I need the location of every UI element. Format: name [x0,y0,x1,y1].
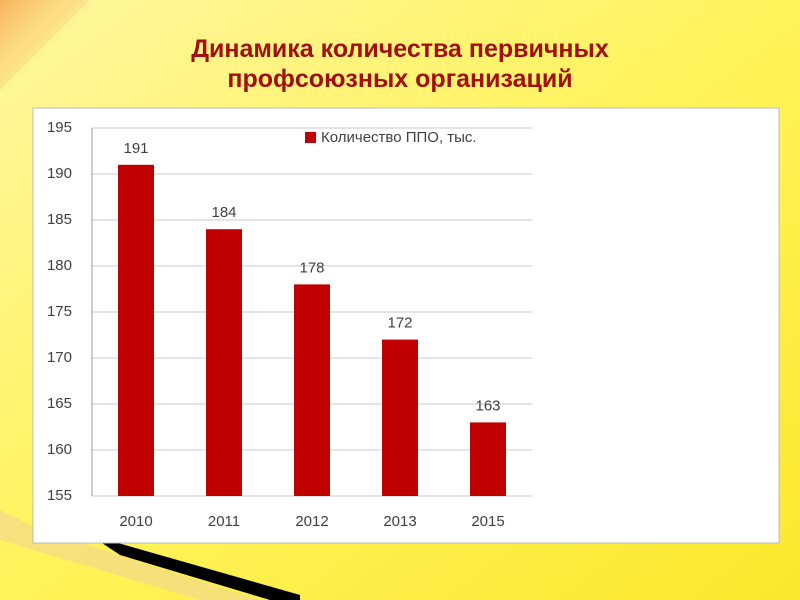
y-tick-label: 155 [47,487,72,504]
x-tick-label: 2010 [119,513,152,530]
bar [294,284,330,496]
x-tick-label: 2015 [471,513,504,530]
bar [382,339,418,496]
bar [118,164,154,497]
y-tick-label: 185 [47,211,72,228]
value-label: 163 [475,397,500,414]
y-tick-label: 160 [47,441,72,458]
legend-swatch [305,132,316,143]
value-label: 191 [123,140,148,157]
x-tick-label: 2013 [383,513,416,530]
corner-decoration [0,0,90,90]
x-tick-label: 2012 [295,513,328,530]
y-tick-label: 195 [47,119,72,136]
y-tick-label: 170 [47,349,72,366]
bar [470,422,506,496]
stripe-decoration [0,510,260,600]
value-label: 184 [211,204,236,221]
chart-title: Динамика количества первичных профсоюзных… [191,35,609,93]
legend-label: Количество ППО, тыс. [321,129,477,146]
x-tick-label: 2011 [208,513,240,530]
value-label: 172 [387,315,412,332]
y-tick-label: 175 [47,303,72,320]
value-label: 178 [299,259,324,276]
y-tick-label: 180 [47,257,72,274]
black-stripe [90,535,300,600]
bar [206,229,242,496]
y-tick-label: 165 [47,395,72,412]
y-tick-label: 190 [47,165,72,182]
